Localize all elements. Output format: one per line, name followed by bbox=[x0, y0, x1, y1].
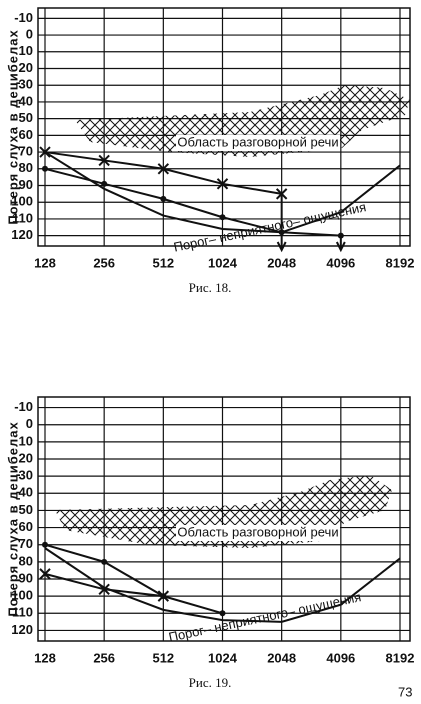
point-marker bbox=[42, 541, 48, 548]
annotation: Порог– неприятного– ощущения bbox=[167, 589, 362, 644]
cross-marker bbox=[157, 163, 170, 175]
x-tick-label: 1024 bbox=[208, 650, 238, 665]
cross-marker bbox=[98, 154, 110, 167]
y-tick-label: 10 bbox=[19, 43, 33, 58]
y-tick-label: 120 bbox=[11, 622, 33, 637]
annotation-bg bbox=[176, 525, 340, 541]
point-marker bbox=[101, 558, 108, 565]
point-marker bbox=[160, 195, 167, 202]
annotation-bg bbox=[176, 135, 340, 151]
x-tick-label: 8192 bbox=[386, 650, 415, 665]
y-tick-label: 20 bbox=[19, 450, 33, 465]
x-tick-label: 8192 bbox=[386, 255, 415, 270]
x-tick-label: 128 bbox=[34, 255, 56, 270]
x-tick-label: 2048 bbox=[267, 650, 296, 665]
point-marker bbox=[219, 214, 226, 221]
y-tick-label: 80 bbox=[19, 160, 33, 175]
y-tick-label: 100 bbox=[11, 194, 33, 209]
cross-marker bbox=[275, 188, 288, 200]
series-line bbox=[44, 151, 401, 234]
caption: Рис. 18. bbox=[189, 280, 232, 295]
point-marker bbox=[219, 610, 226, 617]
x-tick-label: 4096 bbox=[326, 255, 355, 270]
series-line bbox=[44, 543, 223, 615]
y-tick-label: 0 bbox=[26, 416, 33, 431]
y-tick-label: 90 bbox=[19, 570, 33, 585]
point-marker bbox=[278, 229, 285, 236]
y-tick-label: 60 bbox=[19, 127, 33, 142]
y-tick-label: 80 bbox=[19, 553, 33, 568]
arrow bbox=[276, 193, 287, 253]
plot-frame bbox=[37, 7, 411, 247]
y-tick-label: 120 bbox=[11, 227, 33, 242]
caption: Рис. 19. bbox=[189, 675, 232, 690]
y-tick-label: 110 bbox=[12, 210, 33, 225]
y-tick-label: 90 bbox=[19, 177, 33, 192]
y-tick-label: 40 bbox=[19, 93, 33, 108]
cross-marker bbox=[157, 590, 170, 602]
plot-frame bbox=[37, 396, 411, 642]
x-tick-label: 2048 bbox=[267, 255, 296, 270]
page-number: 73 bbox=[398, 684, 412, 699]
x-tick-label: 256 bbox=[93, 255, 115, 270]
y-tick-label: 30 bbox=[19, 77, 33, 92]
y-tick-label: 50 bbox=[19, 502, 33, 517]
annotation: Область разговорной речи bbox=[177, 524, 338, 539]
y-tick-label: 20 bbox=[19, 60, 33, 75]
cross-marker bbox=[39, 146, 51, 158]
cross-marker bbox=[216, 178, 229, 190]
cross-marker bbox=[39, 568, 51, 580]
x-tick-label: 4096 bbox=[326, 650, 355, 665]
x-tick-label: 1024 bbox=[208, 255, 238, 270]
annotation: Область разговорной речи bbox=[177, 134, 338, 149]
series-line bbox=[44, 547, 401, 623]
x-tick-label: 256 bbox=[93, 650, 115, 665]
cross-marker bbox=[98, 583, 110, 595]
series-line bbox=[44, 167, 341, 237]
y-tick-label: -10 bbox=[14, 10, 33, 25]
y-tick-label: -10 bbox=[14, 399, 33, 414]
y-tick-label: 100 bbox=[11, 588, 33, 603]
x-tick-label: 128 bbox=[34, 650, 56, 665]
y-tick-label: 70 bbox=[19, 144, 33, 159]
point-marker bbox=[42, 165, 48, 172]
y-tick-label: 50 bbox=[19, 110, 33, 125]
y-tick-label: 10 bbox=[19, 433, 33, 448]
y-tick-label: 0 bbox=[26, 27, 33, 42]
x-tick-label: 512 bbox=[152, 650, 174, 665]
y-tick-label: 110 bbox=[12, 605, 33, 620]
y-tick-label: 40 bbox=[19, 485, 33, 500]
y-axis-label: Потеря слуха в децибелах bbox=[5, 421, 20, 616]
y-tick-label: 60 bbox=[19, 519, 33, 534]
arrow bbox=[335, 235, 346, 253]
y-tick-label: 70 bbox=[19, 536, 33, 551]
x-tick-label: 512 bbox=[152, 255, 174, 270]
y-axis-label: Потеря слуха в децибелах bbox=[5, 29, 20, 224]
y-tick-label: 30 bbox=[19, 468, 33, 483]
point-marker bbox=[101, 180, 108, 187]
